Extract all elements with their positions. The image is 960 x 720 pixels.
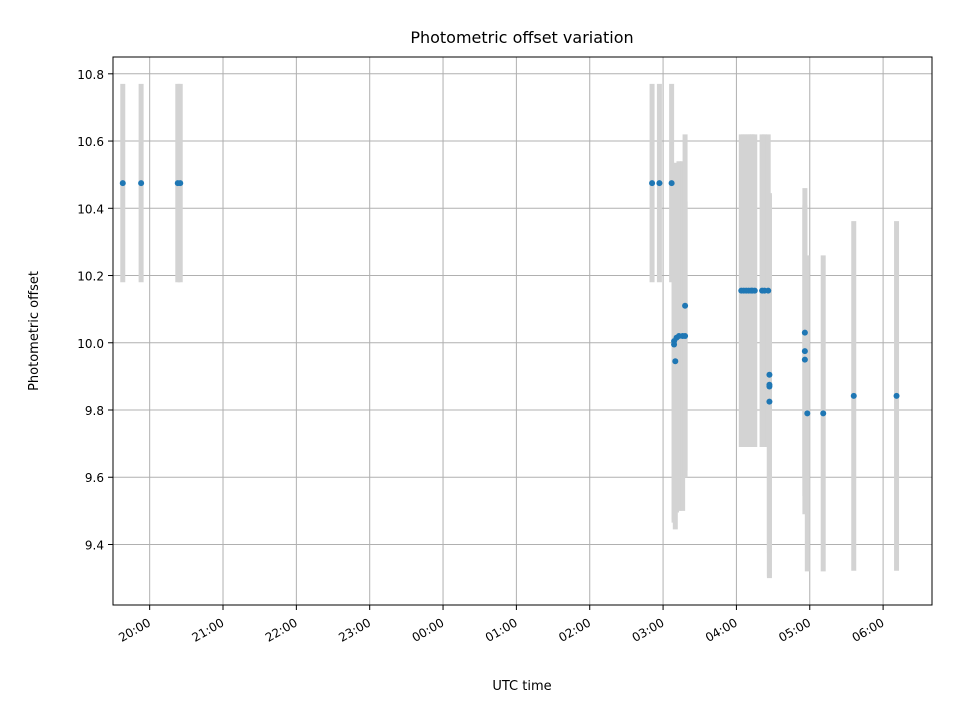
- data-points: [119, 180, 900, 417]
- x-tick-label: 00:00: [410, 615, 447, 644]
- error-bars: [120, 83, 900, 579]
- data-point: [801, 348, 808, 355]
- x-tick-label: 21:00: [190, 615, 227, 644]
- y-tick-label: 10.8: [77, 68, 104, 82]
- x-tick-label: 01:00: [483, 615, 520, 644]
- data-point: [751, 287, 758, 294]
- data-point: [668, 180, 675, 187]
- y-tick-label: 9.8: [85, 404, 104, 418]
- x-tick-label: 20:00: [116, 615, 153, 644]
- data-point: [656, 180, 663, 187]
- y-tick-label: 9.4: [85, 538, 104, 552]
- data-point: [672, 358, 679, 365]
- x-tick-label: 23:00: [336, 615, 373, 644]
- y-tick-label: 10.4: [77, 202, 104, 216]
- chart-title: Photometric offset variation: [410, 28, 633, 47]
- data-point: [893, 392, 900, 399]
- data-point: [766, 398, 773, 405]
- data-point: [177, 180, 184, 187]
- x-tick-label: 22:00: [263, 615, 300, 644]
- data-point: [804, 410, 811, 417]
- x-tick-label: 03:00: [630, 615, 667, 644]
- y-tick-label: 9.6: [85, 471, 104, 485]
- x-tick-label: 02:00: [556, 615, 593, 644]
- y-tick-label: 10.6: [77, 135, 104, 149]
- data-point: [649, 180, 656, 187]
- y-axis-label: Photometric offset: [27, 271, 42, 391]
- x-tick-label: 06:00: [850, 615, 887, 644]
- data-point: [682, 333, 689, 340]
- y-tick-label: 10.2: [77, 270, 104, 284]
- data-point: [119, 180, 126, 187]
- data-point: [801, 356, 808, 363]
- data-point: [138, 180, 145, 187]
- data-point: [682, 302, 689, 309]
- x-tick-label: 05:00: [776, 615, 813, 644]
- plot-frame: [112, 56, 933, 606]
- x-axis-label: UTC time: [492, 679, 551, 694]
- y-axis-ticks: 9.4 9.6 9.8 10.0 10.2 10.4 10.6 10.8: [77, 68, 113, 552]
- grid-lines: [113, 57, 932, 605]
- x-axis-ticks: 20:00 21:00 22:00 23:00 00:00 01:00 02:00 03:00…: [116, 605, 887, 645]
- y-tick-label: 10.0: [77, 337, 104, 351]
- data-point: [820, 410, 827, 417]
- data-point: [766, 381, 773, 388]
- data-point: [801, 329, 808, 336]
- data-point: [765, 287, 772, 294]
- data-point: [766, 371, 773, 378]
- data-point: [850, 392, 857, 399]
- x-tick-label: 04:00: [703, 615, 740, 644]
